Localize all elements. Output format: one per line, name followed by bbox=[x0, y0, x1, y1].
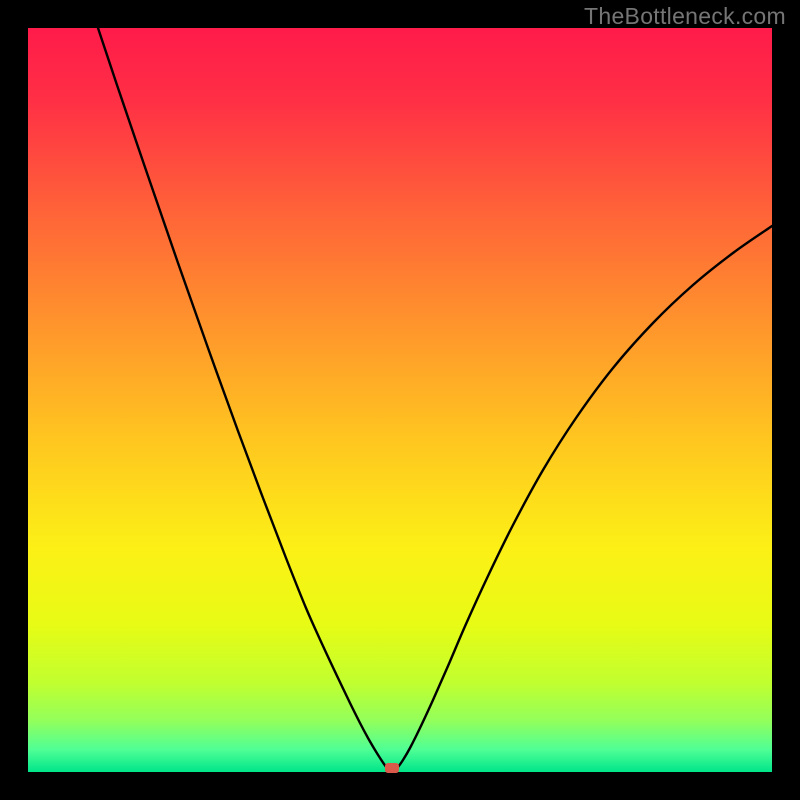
bottleneck-curve bbox=[28, 28, 772, 772]
plot-area bbox=[28, 28, 772, 772]
watermark-text: TheBottleneck.com bbox=[584, 3, 786, 30]
data-point-marker bbox=[385, 763, 399, 773]
chart-container: TheBottleneck.com bbox=[0, 0, 800, 800]
